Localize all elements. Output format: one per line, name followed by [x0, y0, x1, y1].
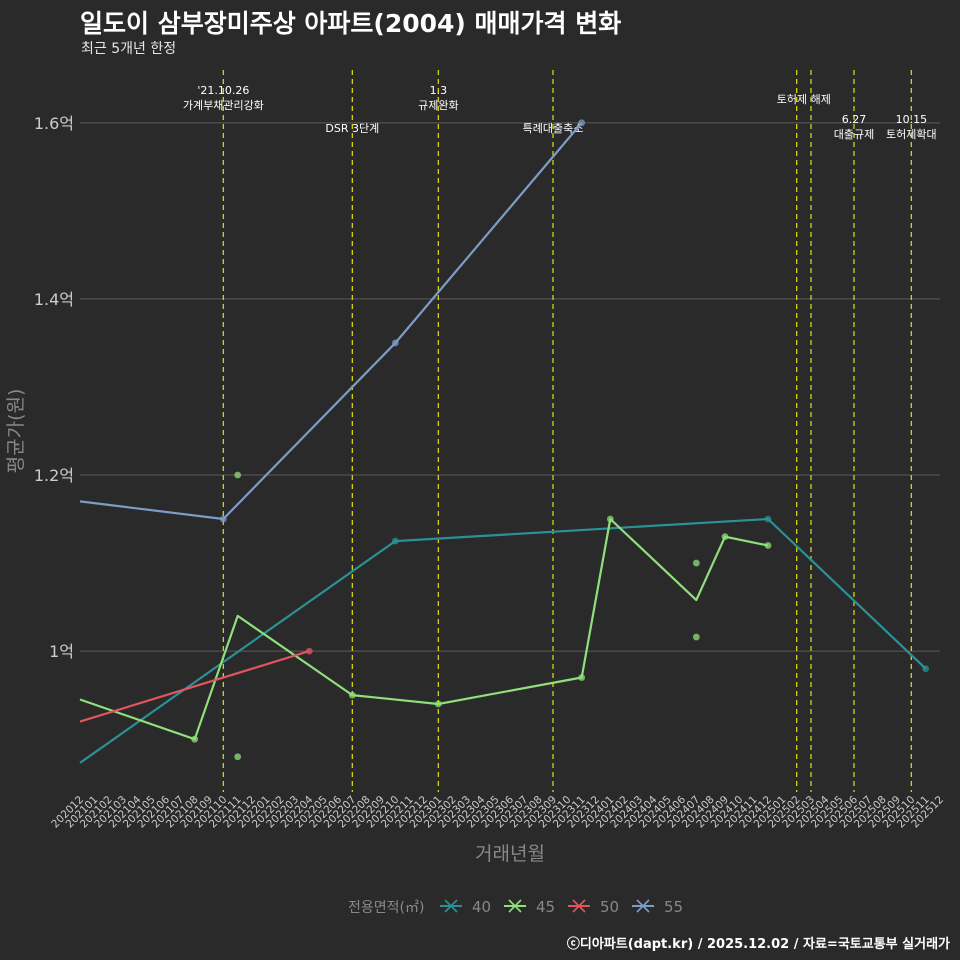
event-label: 특례대출축소 [523, 122, 584, 135]
series-line-50 [79, 650, 310, 723]
legend-title: 전용면적(㎡) [348, 900, 424, 916]
data-point-45 [578, 674, 586, 681]
legend-key-cross [636, 899, 650, 913]
event-label: 대출규제 [834, 128, 874, 141]
data-point-45 [692, 559, 700, 567]
event-label: 토허제 해제 [777, 92, 831, 106]
y-tick-label: 1억 [49, 642, 74, 661]
data-point-45 [692, 633, 700, 641]
data-point-55 [391, 339, 399, 347]
data-point-40 [391, 537, 399, 545]
x-axis-title: 거래년월 [475, 843, 545, 865]
y-tick-label: 1.6억 [34, 114, 74, 133]
data-point-40 [764, 515, 772, 523]
series-line-45 [79, 517, 769, 741]
data-point-45 [234, 753, 242, 761]
series-line-55 [79, 122, 583, 521]
event-label: 가계부채관리강화 [183, 99, 264, 112]
data-point-45 [348, 691, 356, 699]
data-point-55 [219, 515, 227, 523]
data-point-50 [305, 647, 313, 655]
axis-layer: 1억1.2억1.4억1.6억20201220210120210220210320… [5, 114, 946, 865]
event-label: 1.3 [430, 84, 448, 97]
event-label: '21.10.26 [197, 84, 249, 97]
y-axis-title: 평균가(원) [5, 389, 27, 474]
data-point-45 [721, 533, 729, 541]
legend-layer: 전용면적(㎡) 40 45 50 55 [348, 898, 683, 916]
event-label: DSR 3단계 [325, 122, 379, 135]
event-label: 규제완화 [418, 99, 458, 112]
legend-key-cross [508, 899, 522, 913]
data-point-45 [234, 471, 242, 479]
y-tick-label: 1.2억 [34, 466, 74, 485]
data-point-45 [764, 542, 772, 549]
event-label: 10.15 [896, 113, 928, 126]
y-tick-label: 1.4억 [34, 290, 74, 309]
legend-key-cross [572, 899, 586, 913]
series-line-40 [79, 517, 927, 764]
data-point-45 [606, 515, 614, 523]
legend-label: 50 [600, 898, 619, 916]
event-label: 토허제확대 [886, 128, 937, 141]
legend-label: 40 [472, 898, 491, 916]
chart-title: 일도이 삼부장미주상 아파트(2004) 매매가격 변화 [80, 9, 622, 38]
source-caption: ⓒ디아파트(dapt.kr) / 2025.12.02 / 자료=국토교통부 실… [566, 937, 950, 952]
legend-label: 45 [536, 898, 555, 916]
data-point-55 [578, 119, 586, 127]
legend-key-cross [444, 899, 458, 913]
legend-label: 55 [664, 898, 683, 916]
series-layer [79, 119, 930, 764]
event-label: 6.27 [842, 113, 867, 126]
data-point-45 [434, 700, 442, 708]
data-point-45 [191, 735, 199, 743]
chart-subtitle: 최근 5개년 한정 [81, 41, 177, 57]
data-point-40 [922, 665, 930, 673]
